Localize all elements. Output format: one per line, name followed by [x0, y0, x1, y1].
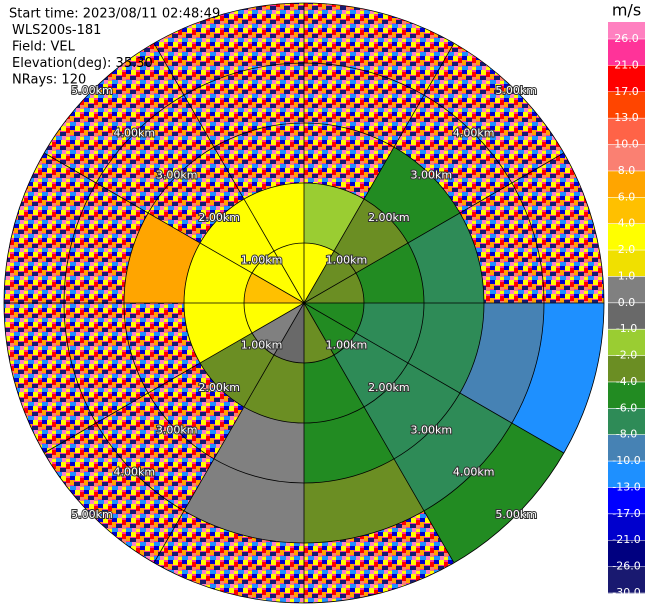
range-ring: [63, 62, 545, 544]
colorbar-unit: m/s: [612, 1, 641, 20]
colorbar-tick-label: 26.0: [614, 32, 639, 45]
colorbar-tick-label: 0.0: [618, 296, 636, 309]
colorbar-segment: [608, 65, 645, 93]
colorbar-tick-label: 21.0: [614, 58, 639, 71]
colorbar-segment: [608, 302, 645, 330]
colorbar-segment: [608, 513, 645, 541]
range-ring-label: 3.00km: [410, 423, 452, 436]
colorbar-segment: [608, 408, 645, 436]
colorbar-segment: [608, 170, 645, 198]
colorbar-tick-label: -10.0: [612, 454, 640, 467]
colorbar-tick-label: -8.0: [616, 428, 637, 441]
colorbar-segment: [608, 118, 645, 146]
spoke-line: [303, 152, 565, 304]
colorbar-segment: [608, 487, 645, 515]
colorbar-tick-label: 17.0: [614, 85, 639, 98]
colorbar-segment: [608, 197, 645, 225]
range-ring-label: 3.00km: [156, 169, 198, 182]
range-ring-label: 4.00km: [114, 466, 156, 479]
spoke-line: [303, 302, 565, 454]
colorbar-segment: [608, 381, 645, 409]
range-ring: [183, 182, 425, 424]
colorbar-segment: [608, 461, 645, 488]
range-ring-label: 2.00km: [368, 381, 410, 394]
colorbar-tick-label: -13.0: [612, 480, 640, 493]
info-line: WLS200s-181: [12, 23, 101, 38]
colorbar-over: [608, 22, 645, 39]
range-ring-label: 3.00km: [156, 423, 198, 436]
range-ring-label: 1.00km: [326, 338, 368, 351]
range-ring-label: 4.00km: [453, 126, 495, 139]
colorbar-segment: [608, 91, 645, 119]
colorbar-tick-label: -17.0: [612, 507, 640, 520]
colorbar-tick-label: 2.0: [618, 243, 636, 256]
range-ring-label: 5.00km: [495, 508, 537, 521]
spoke-line: [153, 302, 305, 564]
colorbar-tick-label: 6.0: [618, 190, 636, 203]
range-ring-label: 5.00km: [71, 508, 113, 521]
range-ring-label: 2.00km: [368, 211, 410, 224]
colorbar-tick-label: -4.0: [616, 375, 637, 388]
range-ring-label: 3.00km: [410, 169, 452, 182]
colorbar-segment: [608, 39, 645, 66]
info-line: Elevation(deg): 35.30: [12, 56, 153, 71]
spoke-line: [303, 302, 455, 564]
spoke-line: [43, 152, 305, 304]
colorbar-segment: [608, 566, 645, 594]
range-ring-label: 2.00km: [198, 381, 240, 394]
spoke-line: [303, 42, 455, 304]
range-ring: [123, 122, 485, 484]
range-ring-label: 1.00km: [241, 338, 283, 351]
colorbar-segment: [608, 329, 645, 357]
info-line: Start time: 2023/08/11 02:48:49: [9, 7, 220, 22]
spoke-line: [43, 302, 305, 454]
range-ring-label: 4.00km: [114, 126, 156, 139]
range-ring-label: 5.00km: [71, 84, 113, 97]
colorbar-segment: [608, 540, 645, 568]
colorbar-tick-label: -6.0: [616, 401, 637, 414]
colorbar-tick-label: 4.0: [618, 217, 636, 230]
colorbar-tick-label: 8.0: [618, 164, 636, 177]
colorbar-tick-label: -1.0: [616, 322, 637, 335]
colorbar-tick-label: 13.0: [614, 111, 639, 124]
range-ring: [243, 242, 365, 364]
colorbar-segment: [608, 223, 645, 251]
range-ring-label: 5.00km: [495, 84, 537, 97]
colorbar-tick-label: -30.0: [612, 586, 640, 599]
colorbar-segment: [608, 144, 645, 172]
colorbar-tick-label: -26.0: [612, 560, 640, 573]
info-line: NRays: 120: [12, 73, 86, 88]
colorbar-segment: [608, 276, 645, 304]
colorbar-segment: [608, 250, 645, 277]
info-line: Field: VEL: [12, 40, 76, 55]
range-ring: [3, 2, 605, 604]
colorbar-tick-label: -21.0: [612, 533, 640, 546]
colorbar-tick-label: 1.0: [618, 269, 636, 282]
range-ring-label: 1.00km: [241, 254, 283, 267]
range-ring-label: 2.00km: [198, 211, 240, 224]
colorbar-tick-label: 10.0: [614, 138, 639, 151]
range-ring-label: 1.00km: [326, 254, 368, 267]
spoke-line: [153, 42, 305, 304]
colorbar-tick-label: -2.0: [616, 349, 637, 362]
colorbar-segment: [608, 355, 645, 383]
colorbar-segment: [608, 434, 645, 462]
range-ring-label: 4.00km: [453, 466, 495, 479]
